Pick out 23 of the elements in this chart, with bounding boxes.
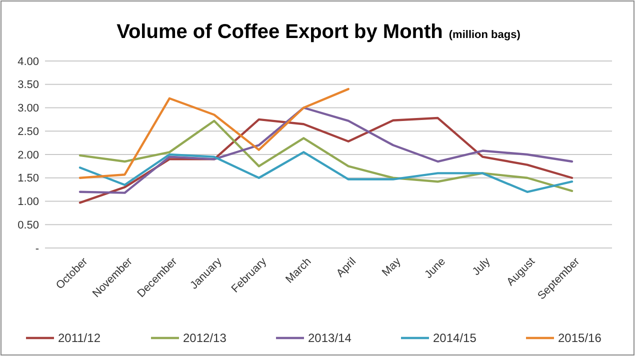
line-series	[78, 106, 574, 194]
chart-title: Volume of Coffee Export by Month	[116, 21, 443, 43]
x-tick-label: July	[470, 255, 494, 278]
y-tick-label: 3.00	[18, 102, 39, 115]
legend-label: 2012/13	[183, 331, 227, 346]
y-tick-label: 0.50	[18, 219, 39, 232]
y-tick-label: 4.00	[18, 56, 39, 68]
y-tick-label: 2.00	[18, 149, 39, 162]
y-tick-label: 1.00	[18, 196, 39, 208]
y-tick-label: 3.50	[18, 79, 39, 92]
y-tick-label: 2.50	[18, 126, 39, 138]
chart-subtitle: (million bags)	[448, 29, 521, 41]
legend-label: 2011/12	[58, 331, 101, 346]
legend-label: 2013/14	[308, 331, 352, 346]
y-tick-label: -	[35, 242, 40, 255]
line-series	[78, 151, 574, 193]
legend-label: 2015/16	[558, 331, 602, 346]
x-tick-label: May	[380, 255, 404, 279]
legend-label: 2014/15	[433, 331, 477, 346]
y-tick-label: 1.50	[18, 172, 39, 185]
line-series	[78, 88, 350, 179]
line-series	[78, 116, 574, 204]
line-series	[78, 120, 574, 192]
